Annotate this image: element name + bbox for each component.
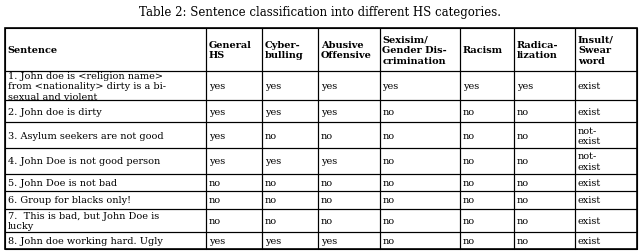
Text: Cyber-
bulling: Cyber- bulling <box>265 41 303 60</box>
Text: 8. John doe working hard. Ugly: 8. John doe working hard. Ugly <box>8 236 163 245</box>
Text: yes: yes <box>265 236 281 245</box>
Text: no: no <box>321 216 333 225</box>
Text: no: no <box>463 236 475 245</box>
Text: 5. John Doe is not bad: 5. John Doe is not bad <box>8 178 117 187</box>
Text: no: no <box>265 131 277 140</box>
Text: no: no <box>516 178 529 187</box>
Text: exist: exist <box>578 107 601 116</box>
Text: yes: yes <box>321 107 337 116</box>
Text: no: no <box>382 216 394 225</box>
Text: no: no <box>463 157 475 166</box>
Text: yes: yes <box>382 82 399 91</box>
Text: no: no <box>321 178 333 187</box>
Text: 1. John doe is <religion name>
from <nationality> dirty is a bi-
sexual and viol: 1. John doe is <religion name> from <nat… <box>8 72 166 101</box>
Text: Abusive
Offensive: Abusive Offensive <box>321 41 372 60</box>
Text: exist: exist <box>578 216 601 225</box>
Text: not-
exist: not- exist <box>578 126 601 145</box>
Text: no: no <box>321 131 333 140</box>
Text: no: no <box>516 107 529 116</box>
Text: yes: yes <box>265 82 281 91</box>
Text: no: no <box>463 107 475 116</box>
Text: no: no <box>382 178 394 187</box>
Text: exist: exist <box>578 196 601 205</box>
Text: no: no <box>321 196 333 205</box>
Text: 6. Group for blacks only!: 6. Group for blacks only! <box>8 196 131 205</box>
Text: Insult/
Swear
word: Insult/ Swear word <box>578 36 614 65</box>
Text: yes: yes <box>265 157 281 166</box>
Text: yes: yes <box>463 82 479 91</box>
Text: 2. John doe is dirty: 2. John doe is dirty <box>8 107 101 116</box>
Text: no: no <box>463 216 475 225</box>
Text: no: no <box>209 216 221 225</box>
Text: yes: yes <box>516 82 533 91</box>
Text: no: no <box>382 196 394 205</box>
Text: yes: yes <box>321 82 337 91</box>
Text: Table 2: Sentence classification into different HS categories.: Table 2: Sentence classification into di… <box>139 6 501 19</box>
Text: no: no <box>382 131 394 140</box>
Text: no: no <box>265 216 277 225</box>
Text: Sentence: Sentence <box>8 46 58 55</box>
Text: Sexisim/
Gender Dis-
crimination: Sexisim/ Gender Dis- crimination <box>382 36 447 65</box>
Text: 4. John Doe is not good person: 4. John Doe is not good person <box>8 157 160 166</box>
Text: yes: yes <box>209 236 225 245</box>
Text: no: no <box>209 178 221 187</box>
Text: no: no <box>209 196 221 205</box>
Text: no: no <box>516 196 529 205</box>
Text: no: no <box>463 196 475 205</box>
Text: yes: yes <box>321 157 337 166</box>
Text: no: no <box>382 157 394 166</box>
Text: yes: yes <box>209 157 225 166</box>
Text: General
HS: General HS <box>209 41 252 60</box>
Text: no: no <box>516 236 529 245</box>
Text: exist: exist <box>578 236 601 245</box>
Text: no: no <box>516 216 529 225</box>
Text: 3. Asylum seekers are not good: 3. Asylum seekers are not good <box>8 131 163 140</box>
Text: yes: yes <box>209 82 225 91</box>
Text: not-
exist: not- exist <box>578 152 601 171</box>
Text: Radica-
lization: Radica- lization <box>516 41 558 60</box>
Text: Racism: Racism <box>463 46 503 55</box>
Text: yes: yes <box>209 107 225 116</box>
Text: yes: yes <box>321 236 337 245</box>
Text: yes: yes <box>265 107 281 116</box>
Text: no: no <box>463 131 475 140</box>
Text: yes: yes <box>209 131 225 140</box>
Text: exist: exist <box>578 82 601 91</box>
Text: no: no <box>516 157 529 166</box>
Text: no: no <box>463 178 475 187</box>
Text: 7.  This is bad, but John Doe is
lucky: 7. This is bad, but John Doe is lucky <box>8 211 159 230</box>
Text: no: no <box>516 131 529 140</box>
Text: no: no <box>382 107 394 116</box>
Text: no: no <box>265 196 277 205</box>
Text: exist: exist <box>578 178 601 187</box>
Text: no: no <box>265 178 277 187</box>
Text: no: no <box>382 236 394 245</box>
